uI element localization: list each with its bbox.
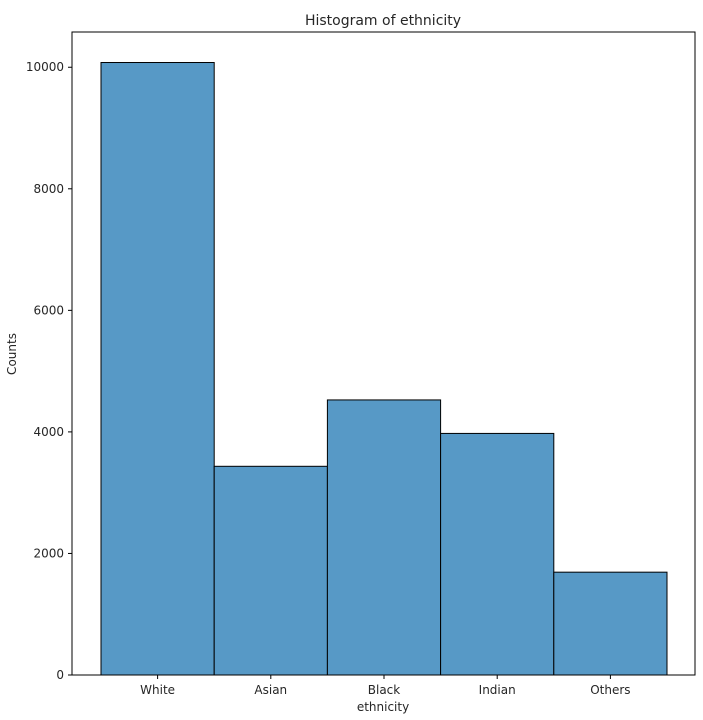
x-tick-label: White [140, 683, 175, 697]
bars-group [100, 62, 668, 676]
x-axis: White Asian Black Indian Others [140, 675, 631, 697]
x-tick-label: Indian [479, 683, 516, 697]
bar-indian [440, 432, 555, 676]
chart-title: Histogram of ethnicity [305, 13, 461, 29]
bar-others [553, 571, 668, 676]
plot-frame [71, 31, 696, 676]
y-tick-label: 0 [56, 668, 64, 682]
y-tick-label: 10000 [26, 60, 64, 74]
y-tick-label: 6000 [33, 303, 64, 317]
x-tick-label: Others [590, 683, 630, 697]
y-tick-label: 8000 [33, 182, 64, 196]
y-axis-label: Counts [5, 333, 19, 375]
bar-black [326, 399, 442, 676]
y-tick-label: 4000 [33, 425, 64, 439]
bar-asian [213, 465, 328, 676]
y-axis: 0 2000 4000 6000 8000 10000 [26, 60, 72, 682]
x-axis-label: ethnicity [357, 700, 409, 714]
x-tick-label: Asian [254, 683, 287, 697]
x-tick-label: Black [368, 683, 401, 697]
y-tick-label: 2000 [33, 546, 64, 560]
bar-white [100, 62, 215, 676]
